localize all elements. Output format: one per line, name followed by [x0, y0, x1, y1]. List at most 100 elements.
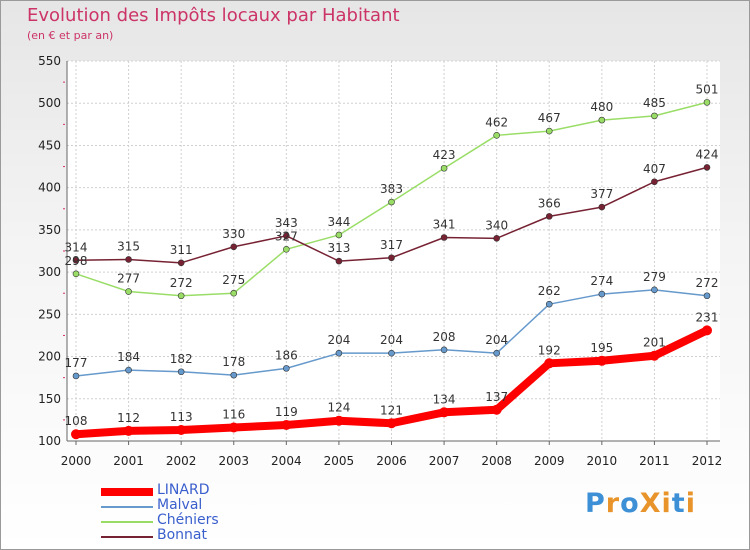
- data-point: [439, 407, 450, 418]
- data-point: [702, 325, 712, 336]
- x-tick-label: 2001: [113, 454, 144, 468]
- data-point: [230, 289, 238, 297]
- data-label: 366: [538, 196, 561, 210]
- data-point: [598, 290, 606, 298]
- data-label: 192: [538, 343, 561, 357]
- data-label: 314: [65, 240, 88, 254]
- data-label: 462: [485, 115, 508, 129]
- data-point: [177, 368, 185, 376]
- data-point: [703, 164, 711, 171]
- data-label: 274: [590, 274, 613, 288]
- data-point: [545, 213, 553, 220]
- data-point: [228, 422, 239, 433]
- data-label: 315: [117, 239, 140, 253]
- data-label: 341: [433, 217, 456, 231]
- data-point: [598, 116, 606, 124]
- data-label: 116: [222, 407, 245, 421]
- data-label: 298: [65, 254, 88, 268]
- data-label: 119: [275, 405, 298, 419]
- data-label: 311: [170, 243, 193, 257]
- data-label: 231: [696, 310, 719, 324]
- legend-swatch: [101, 536, 153, 538]
- y-tick-label: 150: [38, 392, 61, 406]
- data-label: 124: [327, 401, 350, 415]
- data-label: 134: [433, 392, 456, 406]
- data-point: [651, 178, 658, 186]
- data-label: 112: [117, 411, 140, 425]
- data-label: 277: [117, 272, 140, 286]
- data-point: [440, 164, 448, 172]
- data-label: 485: [643, 96, 666, 110]
- data-label: 204: [380, 333, 403, 347]
- y-tick-label: 250: [38, 307, 61, 321]
- data-label: 330: [222, 227, 245, 241]
- data-point: [72, 372, 80, 380]
- x-tick-label: 2005: [324, 454, 355, 468]
- legend-item-linard: LINARD: [101, 482, 301, 499]
- data-label: 195: [590, 341, 613, 355]
- data-label: 201: [643, 336, 666, 350]
- data-point: [177, 292, 185, 300]
- x-tick-label: 2012: [692, 454, 723, 468]
- x-tick-label: 2002: [166, 454, 197, 468]
- data-point: [176, 425, 187, 436]
- data-label: 343: [275, 216, 298, 230]
- legend-label: LINARD: [157, 482, 210, 498]
- data-label: 279: [643, 270, 666, 284]
- data-label: 317: [380, 238, 403, 252]
- data-label: 182: [170, 352, 193, 366]
- data-point: [440, 346, 448, 354]
- x-tick-label: 2007: [429, 454, 460, 468]
- data-point: [125, 288, 132, 295]
- data-label: 204: [485, 333, 508, 347]
- data-label: 121: [380, 403, 403, 417]
- data-point: [596, 355, 607, 366]
- logo-letter: X: [639, 488, 662, 519]
- data-point: [491, 404, 502, 415]
- data-point: [388, 198, 395, 206]
- y-tick-label: 500: [38, 96, 61, 110]
- data-point: [703, 99, 711, 106]
- data-label: 272: [696, 276, 719, 290]
- data-label: 177: [65, 356, 88, 370]
- data-label: 275: [222, 273, 245, 287]
- data-point: [544, 358, 555, 369]
- data-label: 407: [643, 162, 666, 176]
- data-label: 184: [117, 350, 140, 364]
- chart-title: Evolution des Impôts locaux par Habitant: [27, 5, 400, 26]
- data-point: [598, 203, 606, 211]
- data-point: [335, 231, 343, 239]
- logo-letter: i: [661, 488, 672, 519]
- data-point: [283, 232, 290, 240]
- data-label: 467: [538, 111, 561, 125]
- legend-label: Chéniers: [157, 512, 219, 528]
- data-label: 204: [327, 333, 350, 347]
- data-point: [703, 292, 711, 300]
- data-label: 377: [590, 187, 613, 201]
- proxiti-logo: ProXiti: [585, 488, 696, 519]
- data-label: 383: [380, 182, 403, 196]
- data-point: [649, 350, 660, 361]
- data-point: [72, 256, 80, 264]
- data-label: 424: [696, 147, 719, 161]
- data-point: [281, 419, 292, 430]
- data-point: [123, 425, 134, 436]
- data-point: [388, 254, 395, 262]
- data-point: [125, 366, 132, 374]
- plot-area: [67, 61, 720, 441]
- data-point: [493, 349, 500, 357]
- data-point: [651, 286, 658, 294]
- data-point: [125, 256, 132, 263]
- data-point: [177, 259, 185, 267]
- x-tick-label: 2010: [587, 454, 618, 468]
- data-point: [230, 371, 238, 379]
- data-point: [545, 127, 553, 135]
- legend-swatch: [101, 488, 153, 496]
- legend-swatch: [101, 506, 153, 508]
- logo-letter: P: [585, 488, 606, 519]
- x-tick-label: 2003: [218, 454, 249, 468]
- legend-item-malval: Malval: [101, 497, 301, 514]
- data-label: 186: [275, 348, 298, 362]
